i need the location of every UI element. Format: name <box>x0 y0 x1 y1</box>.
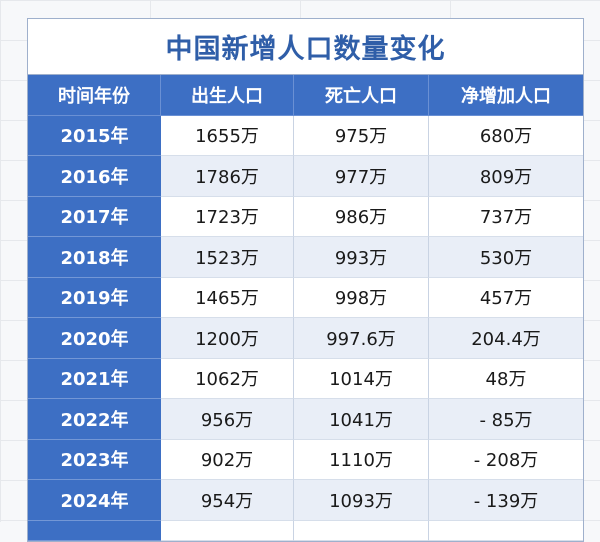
net-cell: - 139万 <box>429 480 583 521</box>
table-row: 2019年 1465万 998万 457万 <box>28 277 583 318</box>
net-cell: 48万 <box>429 359 583 399</box>
population-table: 中国新增人口数量变化 时间年份 出生人口 死亡人口 净增加人口 2015年 165… <box>27 18 584 542</box>
table-row: 2018年 1523万 993万 530万 <box>28 237 583 278</box>
year-cell: 2019年 <box>28 277 161 318</box>
header-row: 时间年份 出生人口 死亡人口 净增加人口 <box>28 75 583 116</box>
deaths-cell: 1093万 <box>294 480 429 521</box>
year-cell: 2016年 <box>28 156 161 197</box>
deaths-cell: 997.6万 <box>294 318 429 359</box>
table-row: 2015年 1655万 975万 680万 <box>28 115 583 156</box>
table-title: 中国新增人口数量变化 <box>28 19 583 75</box>
births-cell: 902万 <box>161 439 294 480</box>
header-deaths: 死亡人口 <box>294 75 429 116</box>
table-row: 2023年 902万 1110万 - 208万 <box>28 439 583 480</box>
year-cell: 2021年 <box>28 358 161 399</box>
table-row-partial <box>28 520 583 541</box>
deaths-cell: 998万 <box>294 277 429 318</box>
deaths-cell: 975万 <box>294 115 429 156</box>
net-cell: 680万 <box>429 116 583 156</box>
net-cell: 737万 <box>429 197 583 237</box>
deaths-cell: 986万 <box>294 196 429 237</box>
year-cell: 2024年 <box>28 480 161 521</box>
year-cell: 2020年 <box>28 318 161 359</box>
table-row: 2022年 956万 1041万 - 85万 <box>28 399 583 440</box>
table-row: 2021年 1062万 1014万 48万 <box>28 358 583 399</box>
header-net: 净增加人口 <box>429 75 583 116</box>
deaths-cell: 1110万 <box>294 439 429 480</box>
header-year: 时间年份 <box>28 75 161 116</box>
deaths-cell: 993万 <box>294 237 429 278</box>
table-body: 2015年 1655万 975万 680万 2016年 1786万 977万 809万 2017… <box>28 115 583 521</box>
year-cell: 2015年 <box>28 115 161 156</box>
year-cell: 2018年 <box>28 237 161 278</box>
year-cell: 2022年 <box>28 399 161 440</box>
year-cell: 2017年 <box>28 196 161 237</box>
deaths-cell: 1041万 <box>294 399 429 440</box>
deaths-cell: 1014万 <box>294 358 429 399</box>
header-births: 出生人口 <box>161 75 294 116</box>
net-cell: 457万 <box>429 278 583 318</box>
births-cell: 1465万 <box>161 277 294 318</box>
births-cell: 1062万 <box>161 358 294 399</box>
births-cell: 954万 <box>161 480 294 521</box>
year-cell: 2023年 <box>28 439 161 480</box>
table-row: 2017年 1723万 986万 737万 <box>28 196 583 237</box>
deaths-cell: 977万 <box>294 156 429 197</box>
net-cell: 204.4万 <box>429 318 583 359</box>
net-cell: - 208万 <box>429 440 583 480</box>
table-row: 2020年 1200万 997.6万 204.4万 <box>28 318 583 359</box>
table-row: 2024年 954万 1093万 - 139万 <box>28 480 583 521</box>
births-cell: 1655万 <box>161 115 294 156</box>
births-cell: 1786万 <box>161 156 294 197</box>
births-cell: 1723万 <box>161 196 294 237</box>
net-cell: - 85万 <box>429 399 583 440</box>
births-cell: 1200万 <box>161 318 294 359</box>
births-cell: 1523万 <box>161 237 294 278</box>
table-row: 2016年 1786万 977万 809万 <box>28 156 583 197</box>
births-cell: 956万 <box>161 399 294 440</box>
net-cell: 530万 <box>429 237 583 278</box>
net-cell: 809万 <box>429 156 583 197</box>
